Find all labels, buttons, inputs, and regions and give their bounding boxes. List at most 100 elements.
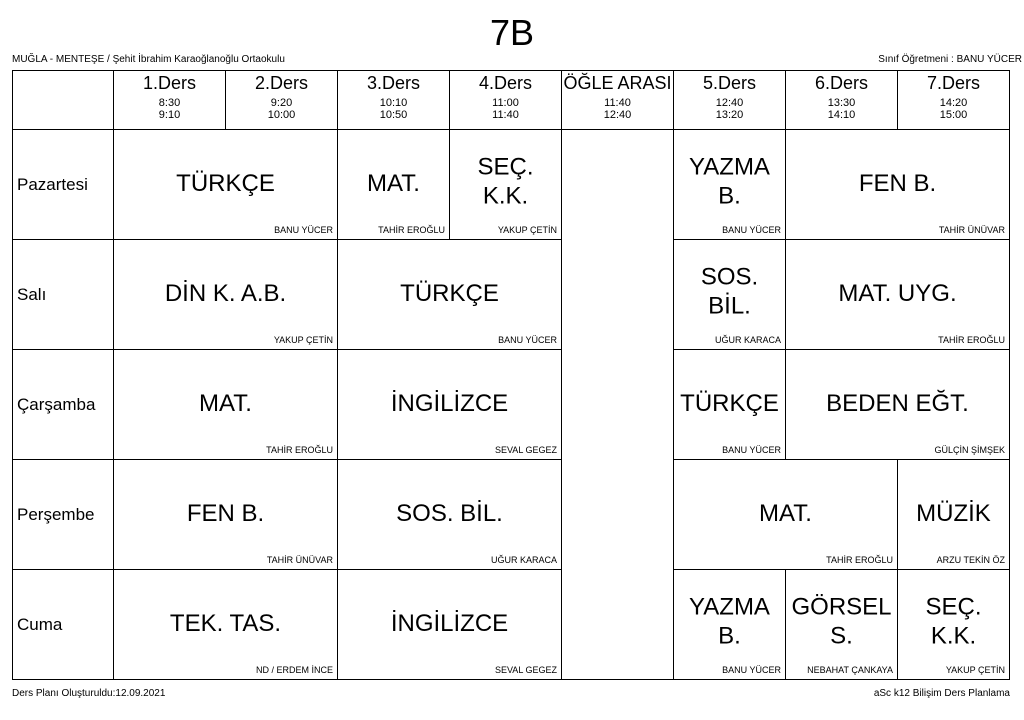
lesson-cell: SOS. BİL. UĞUR KARACA bbox=[337, 459, 562, 570]
lesson-subject: TEK. TAS. bbox=[169, 609, 282, 637]
lunch-break-cell bbox=[561, 129, 674, 680]
period-header: 1.Ders 8:30 9:10 bbox=[113, 70, 226, 130]
lesson-teacher: GÜLÇİN ŞİMŞEK bbox=[934, 445, 1005, 455]
lesson-teacher: YAKUP ÇETİN bbox=[273, 335, 333, 345]
software-credit: aSc k12 Bilişim Ders Planlama bbox=[873, 688, 1010, 699]
timetable: 1.Ders 8:30 9:10 2.Ders 9:20 10:00 3.Ders 10:10… bbox=[12, 70, 1010, 680]
lesson-subject: SOS. BİL. bbox=[700, 263, 759, 320]
period-name: 7.Ders bbox=[926, 73, 980, 93]
period-end: 13:20 bbox=[715, 109, 744, 121]
period-time: 13:30 14:10 bbox=[786, 97, 897, 121]
lesson-subject: BEDEN EĞT. bbox=[826, 389, 969, 417]
lesson-teacher: ARZU TEKİN ÖZ bbox=[936, 555, 1005, 565]
day-label: Pazartesi bbox=[12, 129, 114, 240]
lesson-teacher: NEBAHAT ÇANKAYA bbox=[807, 665, 893, 675]
lesson-subject: YAZMA B. bbox=[689, 153, 770, 210]
lesson-cell: SEÇ. K.K. YAKUP ÇETİN bbox=[449, 129, 562, 240]
corner-cell bbox=[12, 70, 114, 130]
period-start: 9:20 bbox=[270, 97, 293, 109]
lesson-teacher: ND / ERDEM İNCE bbox=[255, 665, 333, 675]
lesson-subject: DİN K. A.B. bbox=[164, 279, 287, 307]
lesson-teacher: SEVAL GEGEZ bbox=[494, 665, 557, 675]
period-end: 9:10 bbox=[158, 109, 181, 121]
lesson-teacher: SEVAL GEGEZ bbox=[494, 445, 557, 455]
period-header: ÖĞLE ARASI 11:40 12:40 bbox=[561, 70, 674, 130]
lesson-teacher: TAHİR ÜNÜVAR bbox=[266, 555, 333, 565]
day-label: Perşembe bbox=[12, 459, 114, 570]
lesson-teacher: TAHİR EROĞLU bbox=[378, 225, 445, 235]
lesson-cell: DİN K. A.B. YAKUP ÇETİN bbox=[113, 239, 338, 350]
lesson-cell: TEK. TAS. ND / ERDEM İNCE bbox=[113, 569, 338, 680]
period-time: 9:20 10:00 bbox=[226, 97, 337, 121]
lesson-cell: BEDEN EĞT. GÜLÇİN ŞİMŞEK bbox=[785, 349, 1010, 460]
period-header: 5.Ders 12:40 13:20 bbox=[673, 70, 786, 130]
lesson-cell: İNGİLİZCE SEVAL GEGEZ bbox=[337, 349, 562, 460]
lesson-subject: FEN B. bbox=[858, 169, 937, 197]
header-row: 1.Ders 8:30 9:10 2.Ders 9:20 10:00 3.Ders 10:10… bbox=[12, 70, 1010, 130]
created-date: Ders Planı Oluşturuldu:12.09.2021 bbox=[12, 688, 166, 699]
lesson-teacher: TAHİR EROĞLU bbox=[826, 555, 893, 565]
period-header: 2.Ders 9:20 10:00 bbox=[225, 70, 338, 130]
lesson-cell: SEÇ. K.K. YAKUP ÇETİN bbox=[897, 569, 1010, 680]
class-title: 7B bbox=[489, 12, 535, 53]
period-name: 3.Ders bbox=[366, 73, 420, 93]
lesson-cell: MAT. UYG. TAHİR EROĞLU bbox=[785, 239, 1010, 350]
lesson-cell: MAT. TAHİR EROĞLU bbox=[673, 459, 898, 570]
lesson-cell: GÖRSEL S. NEBAHAT ÇANKAYA bbox=[785, 569, 898, 680]
lesson-teacher: BANU YÜCER bbox=[498, 335, 557, 345]
day-row: Çarşamba MAT. TAHİR EROĞLU İNGİLİZCE SEVAL G… bbox=[12, 349, 1010, 460]
period-name: 1.Ders bbox=[142, 73, 196, 93]
lesson-teacher: TAHİR EROĞLU bbox=[938, 335, 1005, 345]
lesson-teacher: BANU YÜCER bbox=[274, 225, 333, 235]
lesson-cell: YAZMA B. BANU YÜCER bbox=[673, 569, 786, 680]
lesson-cell: SOS. BİL. UĞUR KARACA bbox=[673, 239, 786, 350]
lesson-cell: TÜRKÇE BANU YÜCER bbox=[113, 129, 338, 240]
lesson-subject: YAZMA B. bbox=[689, 593, 770, 650]
period-header: 7.Ders 14:20 15:00 bbox=[897, 70, 1010, 130]
period-time: 8:30 9:10 bbox=[114, 97, 225, 121]
period-start: 14:20 bbox=[939, 97, 968, 109]
lesson-teacher: BANU YÜCER bbox=[722, 665, 781, 675]
lesson-teacher: BANU YÜCER bbox=[722, 445, 781, 455]
lesson-subject: GÖRSEL S. bbox=[791, 593, 892, 650]
lesson-subject: SEÇ. K.K. bbox=[925, 593, 982, 650]
period-start: 11:40 bbox=[604, 97, 631, 109]
lesson-teacher: BANU YÜCER bbox=[722, 225, 781, 235]
lesson-subject: MAT. bbox=[367, 169, 420, 197]
period-start: 8:30 bbox=[158, 97, 181, 109]
period-start: 13:30 bbox=[827, 97, 856, 109]
period-end: 12:40 bbox=[603, 109, 632, 121]
period-end: 10:00 bbox=[267, 109, 296, 121]
period-name: 2.Ders bbox=[254, 73, 308, 93]
day-row: Salı DİN K. A.B. YAKUP ÇETİN TÜRKÇE BANU YÜC… bbox=[12, 239, 1010, 350]
period-end: 14:10 bbox=[827, 109, 856, 121]
period-name: 4.Ders bbox=[478, 73, 532, 93]
period-header: 3.Ders 10:10 10:50 bbox=[337, 70, 450, 130]
lesson-subject: FEN B. bbox=[186, 499, 265, 527]
day-row: Perşembe FEN B. TAHİR ÜNÜVAR SOS. BİL. UĞUR … bbox=[12, 459, 1010, 570]
day-label: Salı bbox=[12, 239, 114, 350]
period-time: 14:20 15:00 bbox=[898, 97, 1009, 121]
day-label: Cuma bbox=[12, 569, 114, 680]
lesson-subject: MAT. bbox=[199, 389, 252, 417]
lesson-cell: FEN B. TAHİR ÜNÜVAR bbox=[113, 459, 338, 570]
lesson-subject: MÜZİK bbox=[916, 499, 991, 527]
lesson-subject: SOS. BİL. bbox=[396, 499, 503, 527]
period-start: 10:10 bbox=[379, 97, 408, 109]
lesson-subject: İNGİLİZCE bbox=[390, 389, 509, 417]
lesson-cell: TÜRKÇE BANU YÜCER bbox=[337, 239, 562, 350]
lesson-cell: MAT. TAHİR EROĞLU bbox=[337, 129, 450, 240]
period-end: 11:40 bbox=[492, 109, 519, 121]
class-teacher: Sınıf Öğretmeni : BANU YÜCER bbox=[878, 54, 1022, 65]
day-row: Pazartesi TÜRKÇE BANU YÜCER MAT. TAHİR EROĞL… bbox=[12, 129, 1010, 680]
period-start: 11:00 bbox=[492, 97, 519, 109]
lesson-cell: MÜZİK ARZU TEKİN ÖZ bbox=[897, 459, 1010, 570]
lesson-subject: TÜRKÇE bbox=[680, 389, 779, 417]
period-time: 11:40 12:40 bbox=[562, 97, 673, 121]
lesson-subject: İNGİLİZCE bbox=[390, 609, 509, 637]
period-time: 10:10 10:50 bbox=[338, 97, 449, 121]
lesson-teacher: UĞUR KARACA bbox=[490, 555, 557, 565]
period-header: 6.Ders 13:30 14:10 bbox=[785, 70, 898, 130]
school-name: MUĞLA - MENTEŞE / Şehit İbrahim Karaoğla… bbox=[12, 54, 285, 65]
lesson-cell: MAT. TAHİR EROĞLU bbox=[113, 349, 338, 460]
